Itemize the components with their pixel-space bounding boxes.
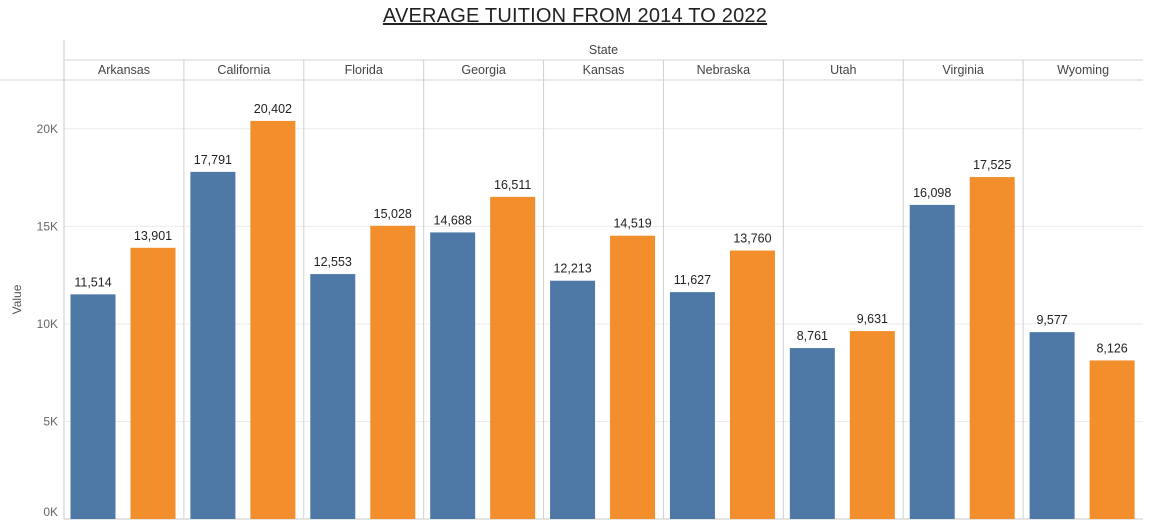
data-label: 14,688	[434, 213, 472, 227]
bar	[550, 280, 596, 519]
bar	[490, 196, 536, 519]
data-label: 16,098	[913, 186, 951, 200]
bar	[310, 274, 356, 519]
category-label: Florida	[345, 63, 383, 77]
data-label: 20,402	[254, 102, 292, 116]
category-label: Nebraska	[697, 63, 751, 77]
category-label: California	[217, 63, 270, 77]
bar	[70, 294, 116, 519]
data-label: 8,761	[797, 329, 828, 343]
bar	[1089, 360, 1135, 519]
data-label: 9,577	[1036, 313, 1067, 327]
data-label: 12,553	[314, 255, 352, 269]
column-header-state: State	[589, 43, 618, 57]
chart-title: AVERAGE TUITION FROM 2014 TO 2022	[382, 5, 768, 27]
bar	[190, 171, 236, 520]
category-label: Arkansas	[98, 63, 150, 77]
y-tick-label: 10K	[37, 317, 58, 331]
bar	[969, 177, 1015, 519]
data-label: 17,791	[194, 153, 232, 167]
y-tick-label: 5K	[43, 414, 58, 428]
bar-labels: 11,514 17,791 12,553 14,688 12,213 11,627 8,76…	[74, 102, 1127, 356]
bar	[430, 232, 476, 519]
data-label: 16,511	[494, 178, 531, 192]
bar	[370, 225, 416, 519]
bar	[250, 120, 296, 519]
category-label: Virginia	[942, 63, 984, 77]
y-axis-label: Value	[10, 284, 24, 314]
category-label: Utah	[830, 63, 856, 77]
y-tick-label: 0K	[43, 505, 58, 519]
bar	[909, 204, 955, 519]
category-label: Wyoming	[1057, 63, 1109, 77]
bar	[1029, 332, 1075, 519]
bar	[729, 250, 775, 520]
bar	[610, 235, 656, 519]
data-label: 15,028	[374, 207, 412, 221]
data-label: 11,627	[674, 273, 711, 287]
chart-frame	[0, 40, 1143, 520]
gridlines	[64, 128, 1143, 422]
y-tick-label: 15K	[37, 219, 58, 233]
y-tick-label: 20K	[37, 122, 58, 136]
category-label: Georgia	[461, 63, 506, 77]
bar	[849, 331, 895, 519]
data-label: 12,213	[553, 262, 591, 276]
bar	[789, 348, 835, 519]
bar	[130, 247, 176, 519]
bar	[669, 292, 715, 519]
category-label: Kansas	[583, 63, 625, 77]
bars	[70, 120, 1135, 520]
data-label: 11,514	[74, 275, 111, 289]
data-label: 13,901	[134, 229, 172, 243]
category-headers: Arkansas California Florida Georgia Kansas Ne…	[98, 63, 1109, 77]
y-axis-ticks: 0K 5K 10K 15K 20K	[37, 122, 58, 519]
data-label: 14,519	[613, 217, 651, 231]
data-label: 13,760	[733, 232, 771, 246]
data-label: 9,631	[857, 312, 888, 326]
data-label: 8,126	[1096, 341, 1127, 355]
data-label: 17,525	[973, 158, 1011, 172]
